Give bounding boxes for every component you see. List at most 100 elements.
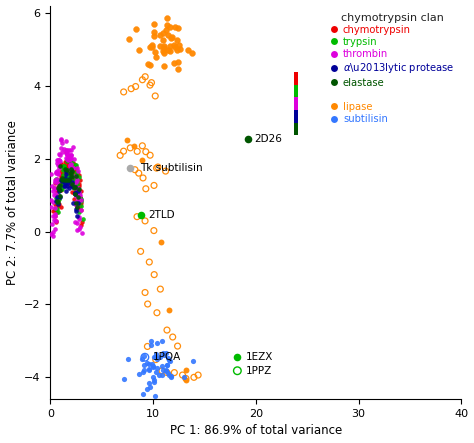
Point xyxy=(76,194,83,202)
Point xyxy=(55,183,63,190)
Point xyxy=(72,174,80,181)
Point xyxy=(55,193,62,200)
Point xyxy=(61,166,69,173)
Point xyxy=(150,354,158,361)
Point xyxy=(156,286,164,293)
Point xyxy=(66,170,73,177)
Point xyxy=(75,188,82,195)
Point xyxy=(171,369,178,376)
Point xyxy=(70,173,78,180)
Point xyxy=(51,185,58,192)
Point xyxy=(59,164,67,171)
Point xyxy=(72,205,79,212)
Point xyxy=(71,166,79,173)
Point xyxy=(131,166,139,173)
Point xyxy=(64,172,71,179)
Point xyxy=(66,159,74,166)
Point xyxy=(51,225,58,233)
Point xyxy=(76,194,84,201)
Point xyxy=(74,167,82,175)
Point xyxy=(55,170,62,177)
Point xyxy=(73,227,81,234)
Point xyxy=(64,156,72,163)
Point xyxy=(56,183,64,190)
Point xyxy=(55,178,62,185)
X-axis label: PC 1: 86.9% of total variance: PC 1: 86.9% of total variance xyxy=(170,424,342,437)
Point xyxy=(140,361,148,368)
Point xyxy=(124,136,131,143)
Point xyxy=(149,373,156,380)
Point xyxy=(53,218,60,225)
Point xyxy=(57,136,65,143)
Point xyxy=(61,180,68,187)
Point xyxy=(52,175,60,183)
Point xyxy=(49,212,56,219)
Point xyxy=(52,199,59,206)
Point xyxy=(158,337,165,344)
Point xyxy=(68,155,75,162)
Point xyxy=(64,155,71,162)
Point xyxy=(71,183,79,190)
Point xyxy=(143,386,151,393)
Point xyxy=(142,148,150,155)
Point xyxy=(70,156,78,163)
Point xyxy=(63,148,70,155)
Point xyxy=(56,187,64,194)
Point xyxy=(116,152,124,159)
Point xyxy=(73,185,81,192)
Point xyxy=(73,169,81,176)
Point xyxy=(57,187,64,194)
Point xyxy=(54,184,62,191)
Point xyxy=(54,194,62,202)
Point xyxy=(54,209,61,216)
Point xyxy=(75,185,82,192)
Point xyxy=(75,197,82,204)
Point xyxy=(190,374,198,381)
Point xyxy=(55,196,62,203)
Point xyxy=(164,354,172,361)
Point xyxy=(61,182,69,189)
Point xyxy=(153,164,160,171)
Point xyxy=(67,163,75,170)
Point xyxy=(139,175,147,182)
Point xyxy=(56,185,64,192)
Point xyxy=(154,355,161,362)
Point xyxy=(58,178,66,185)
Point xyxy=(67,147,74,154)
Point xyxy=(53,190,60,198)
Point xyxy=(51,180,58,187)
Point xyxy=(66,169,73,176)
Point xyxy=(150,379,157,386)
Point xyxy=(58,148,66,155)
Point xyxy=(171,23,179,31)
Text: 1PQA: 1PQA xyxy=(153,352,182,362)
Point xyxy=(55,187,63,194)
Point xyxy=(57,203,64,210)
Point xyxy=(73,177,80,184)
Point xyxy=(173,47,181,54)
Point xyxy=(162,366,170,373)
Point xyxy=(151,49,159,56)
Point xyxy=(164,47,172,54)
Point xyxy=(55,203,62,210)
Point xyxy=(67,159,74,167)
Point xyxy=(57,161,64,168)
Point xyxy=(74,205,82,212)
Point xyxy=(160,45,168,52)
Point xyxy=(67,165,75,172)
Point xyxy=(167,373,174,380)
Point xyxy=(73,199,80,206)
Point xyxy=(62,166,69,173)
Point xyxy=(62,167,70,175)
Point xyxy=(77,206,85,213)
Point xyxy=(73,170,80,177)
Point xyxy=(182,377,190,384)
Point xyxy=(75,182,82,189)
Point xyxy=(69,159,76,166)
Point xyxy=(146,62,154,69)
Point xyxy=(71,176,79,183)
Point xyxy=(66,155,74,163)
Point xyxy=(165,356,173,363)
Point xyxy=(141,218,149,225)
Text: Tk subtilisin: Tk subtilisin xyxy=(140,163,202,173)
